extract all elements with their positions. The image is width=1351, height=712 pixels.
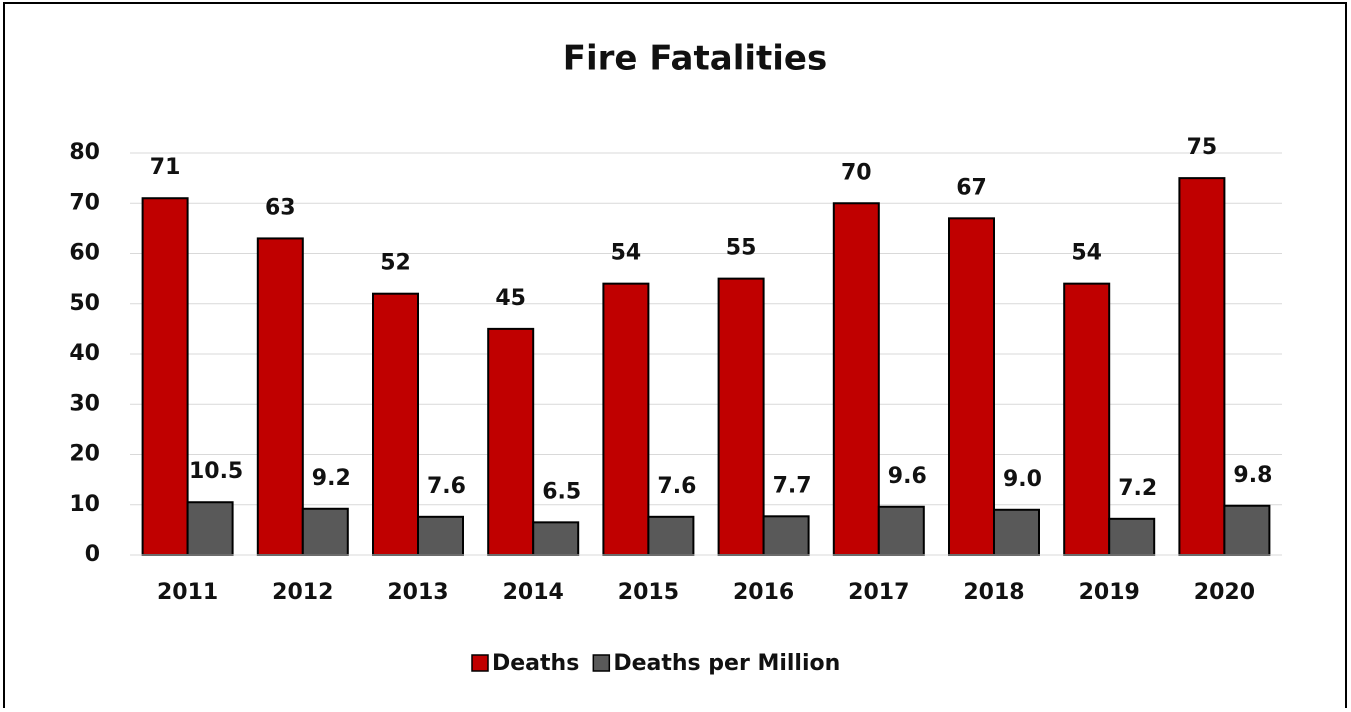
data-label: 9.2: [312, 466, 351, 491]
bar: [301, 507, 349, 556]
bar: [993, 508, 1040, 556]
chart-title: Fire Fatalities: [563, 39, 827, 79]
data-label: 7.7: [773, 473, 812, 498]
x-tick-label: 2020: [1194, 580, 1255, 605]
data-label: 52: [380, 251, 411, 276]
x-tick-label: 2018: [963, 580, 1024, 605]
data-label: 6.5: [542, 479, 581, 504]
y-tick-label: 10: [69, 492, 100, 517]
x-tick-label: 2014: [503, 580, 564, 605]
bar: [532, 521, 580, 557]
y-tick-label: 40: [69, 341, 100, 366]
bar: [1178, 177, 1226, 556]
data-label: 45: [495, 286, 526, 311]
y-tick-label: 0: [85, 542, 100, 567]
bar: [948, 217, 995, 556]
y-tick-label: 70: [69, 190, 100, 215]
bar: [186, 501, 234, 556]
bar: [832, 202, 880, 556]
chart-border: [3, 2, 1347, 712]
legend-label: Deaths: [492, 651, 579, 676]
bar: [762, 515, 810, 556]
bar: [1223, 504, 1271, 557]
x-tick-label: 2019: [1079, 580, 1140, 605]
x-tick-label: 2017: [848, 580, 909, 605]
data-label: 54: [1071, 241, 1102, 266]
x-tick-label: 2012: [272, 580, 333, 605]
bar: [1063, 282, 1111, 556]
bar: [487, 327, 535, 556]
bar: [1108, 517, 1156, 557]
y-tick-label: 50: [69, 291, 100, 316]
x-tick-label: 2015: [618, 580, 679, 605]
bar: [602, 282, 650, 556]
y-tick-label: 80: [69, 140, 100, 165]
x-tick-label: 2013: [387, 580, 448, 605]
bar: [647, 515, 695, 556]
data-label: 70: [841, 160, 872, 185]
data-label: 54: [611, 241, 642, 266]
data-label: 7.6: [657, 474, 696, 499]
data-label: 9.8: [1233, 463, 1272, 488]
data-label: 7.2: [1118, 476, 1157, 501]
y-tick-label: 60: [69, 241, 100, 266]
data-label: 10.5: [189, 459, 243, 484]
bar: [717, 277, 765, 556]
data-label: 9.0: [1003, 467, 1042, 492]
data-label: 9.6: [888, 464, 927, 489]
bar: [417, 515, 464, 556]
bar: [877, 505, 925, 557]
legend-label: Deaths per Million: [613, 651, 840, 676]
y-tick-label: 20: [69, 442, 100, 467]
x-tick-label: 2016: [733, 580, 794, 605]
legend-swatch: [592, 654, 611, 672]
data-label: 63: [265, 195, 296, 220]
data-label: 75: [1187, 135, 1218, 160]
data-label: 67: [956, 175, 987, 200]
y-tick-label: 30: [69, 391, 100, 416]
data-label: 7.6: [427, 474, 466, 499]
data-label: 71: [150, 155, 181, 180]
bar: [372, 292, 419, 556]
x-tick-label: 2011: [157, 580, 218, 605]
legend-swatch: [471, 654, 489, 672]
bar: [256, 237, 304, 557]
data-label: 55: [726, 236, 757, 261]
bar: [141, 197, 189, 556]
